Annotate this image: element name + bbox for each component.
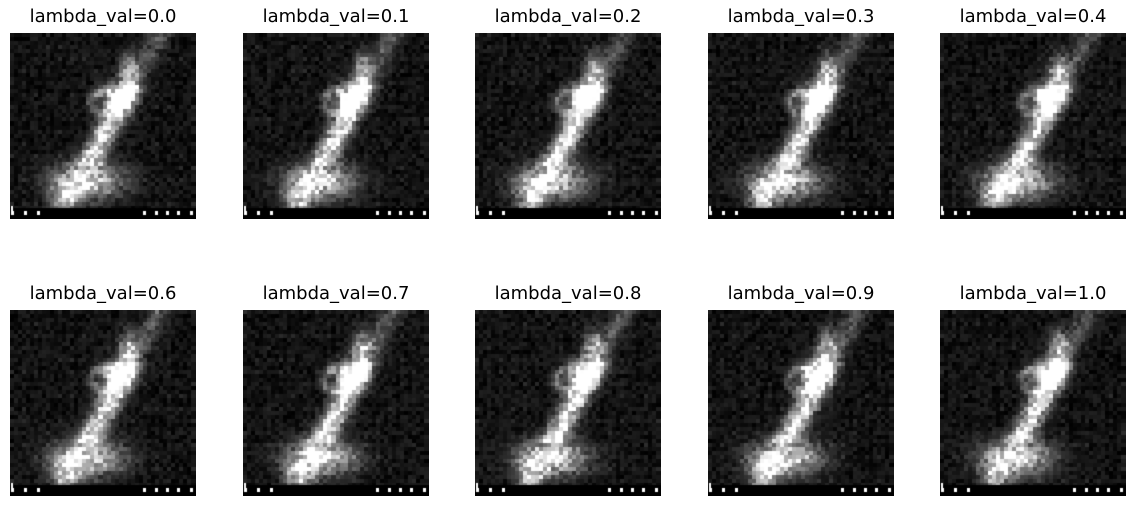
panel-title: lambda_val=0.1 bbox=[262, 6, 410, 27]
panel-title: lambda_val=0.0 bbox=[29, 6, 177, 27]
panel-title: lambda_val=0.6 bbox=[29, 283, 177, 304]
generated-image bbox=[243, 33, 429, 219]
generated-image bbox=[10, 310, 196, 496]
panel-title: lambda_val=1.0 bbox=[959, 283, 1107, 304]
generated-image bbox=[475, 310, 661, 496]
generated-image bbox=[940, 33, 1126, 219]
generated-image bbox=[708, 310, 894, 496]
generated-image bbox=[10, 33, 196, 219]
panel-title: lambda_val=0.3 bbox=[727, 6, 875, 27]
generated-image bbox=[475, 33, 661, 219]
panel-title: lambda_val=0.4 bbox=[959, 6, 1107, 27]
panel-title: lambda_val=0.9 bbox=[727, 283, 875, 304]
panel-title: lambda_val=0.8 bbox=[494, 283, 642, 304]
panel-title: lambda_val=0.2 bbox=[494, 6, 642, 27]
generated-image bbox=[940, 310, 1126, 496]
panel-title: lambda_val=0.7 bbox=[262, 283, 410, 304]
generated-image bbox=[243, 310, 429, 496]
generated-image bbox=[708, 33, 894, 219]
